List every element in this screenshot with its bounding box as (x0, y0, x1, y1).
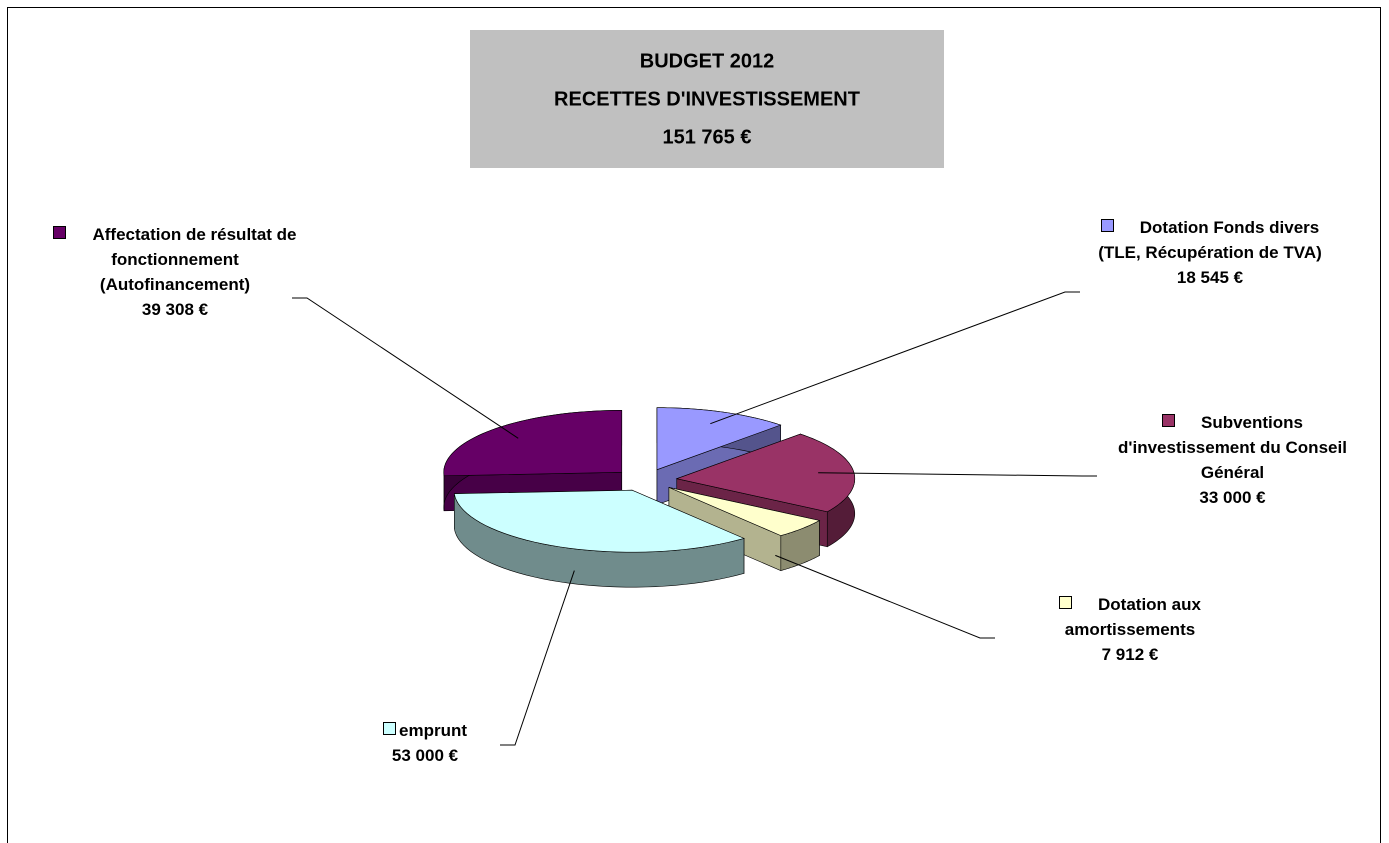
leader-line (710, 291, 1080, 425)
frame (7, 7, 1381, 843)
value-label: 33 000 € (1199, 488, 1266, 507)
pie-slice (675, 433, 856, 513)
leader-line (818, 472, 1097, 477)
slice (453, 489, 745, 588)
category-label: Dotation Fonds divers (TLE, Récupération… (1098, 218, 1322, 262)
data-label: Subventions d'investissement du Conseil … (1100, 410, 1365, 510)
leader-line (292, 297, 519, 439)
pie-slice (668, 487, 821, 536)
legend-swatch (1100, 219, 1114, 232)
chart-title: RECETTES D'INVESTISSEMENT (554, 88, 860, 110)
category-label: emprunt (399, 721, 467, 740)
category-label: Subventions d'investissement du Conseil … (1118, 413, 1347, 482)
legend-swatch (1059, 596, 1073, 609)
leader-line (500, 570, 575, 746)
title-box (470, 30, 944, 168)
pie-slice (656, 407, 782, 471)
value-label: 18 545 € (1176, 268, 1244, 287)
legend-swatch (1161, 414, 1175, 427)
data-label: Dotation aux amortissements 7 912 € (1005, 592, 1255, 667)
chart-title: BUDGET 2012 (640, 50, 775, 72)
data-label: emprunt 53 000 € (355, 718, 495, 768)
value-label: 53 000 € (391, 746, 459, 765)
leader-line (775, 554, 995, 639)
value-label: 39 308 € (141, 300, 209, 319)
data-label: Affectation de résultat de fonctionnemen… (45, 222, 305, 322)
chart-title: 151 765 € (663, 126, 752, 148)
legend-swatch (53, 226, 67, 239)
value-label: 7 912 € (1101, 645, 1159, 664)
data-label: Dotation Fonds divers (TLE, Récupération… (1085, 215, 1335, 290)
category-label: Dotation aux amortissements (1064, 595, 1201, 639)
pie-slice (453, 489, 745, 553)
slice (668, 486, 821, 572)
category-label: Affectation de résultat de fonctionnemen… (92, 225, 297, 294)
pie-slice (443, 410, 623, 477)
legend-swatch (383, 722, 396, 735)
